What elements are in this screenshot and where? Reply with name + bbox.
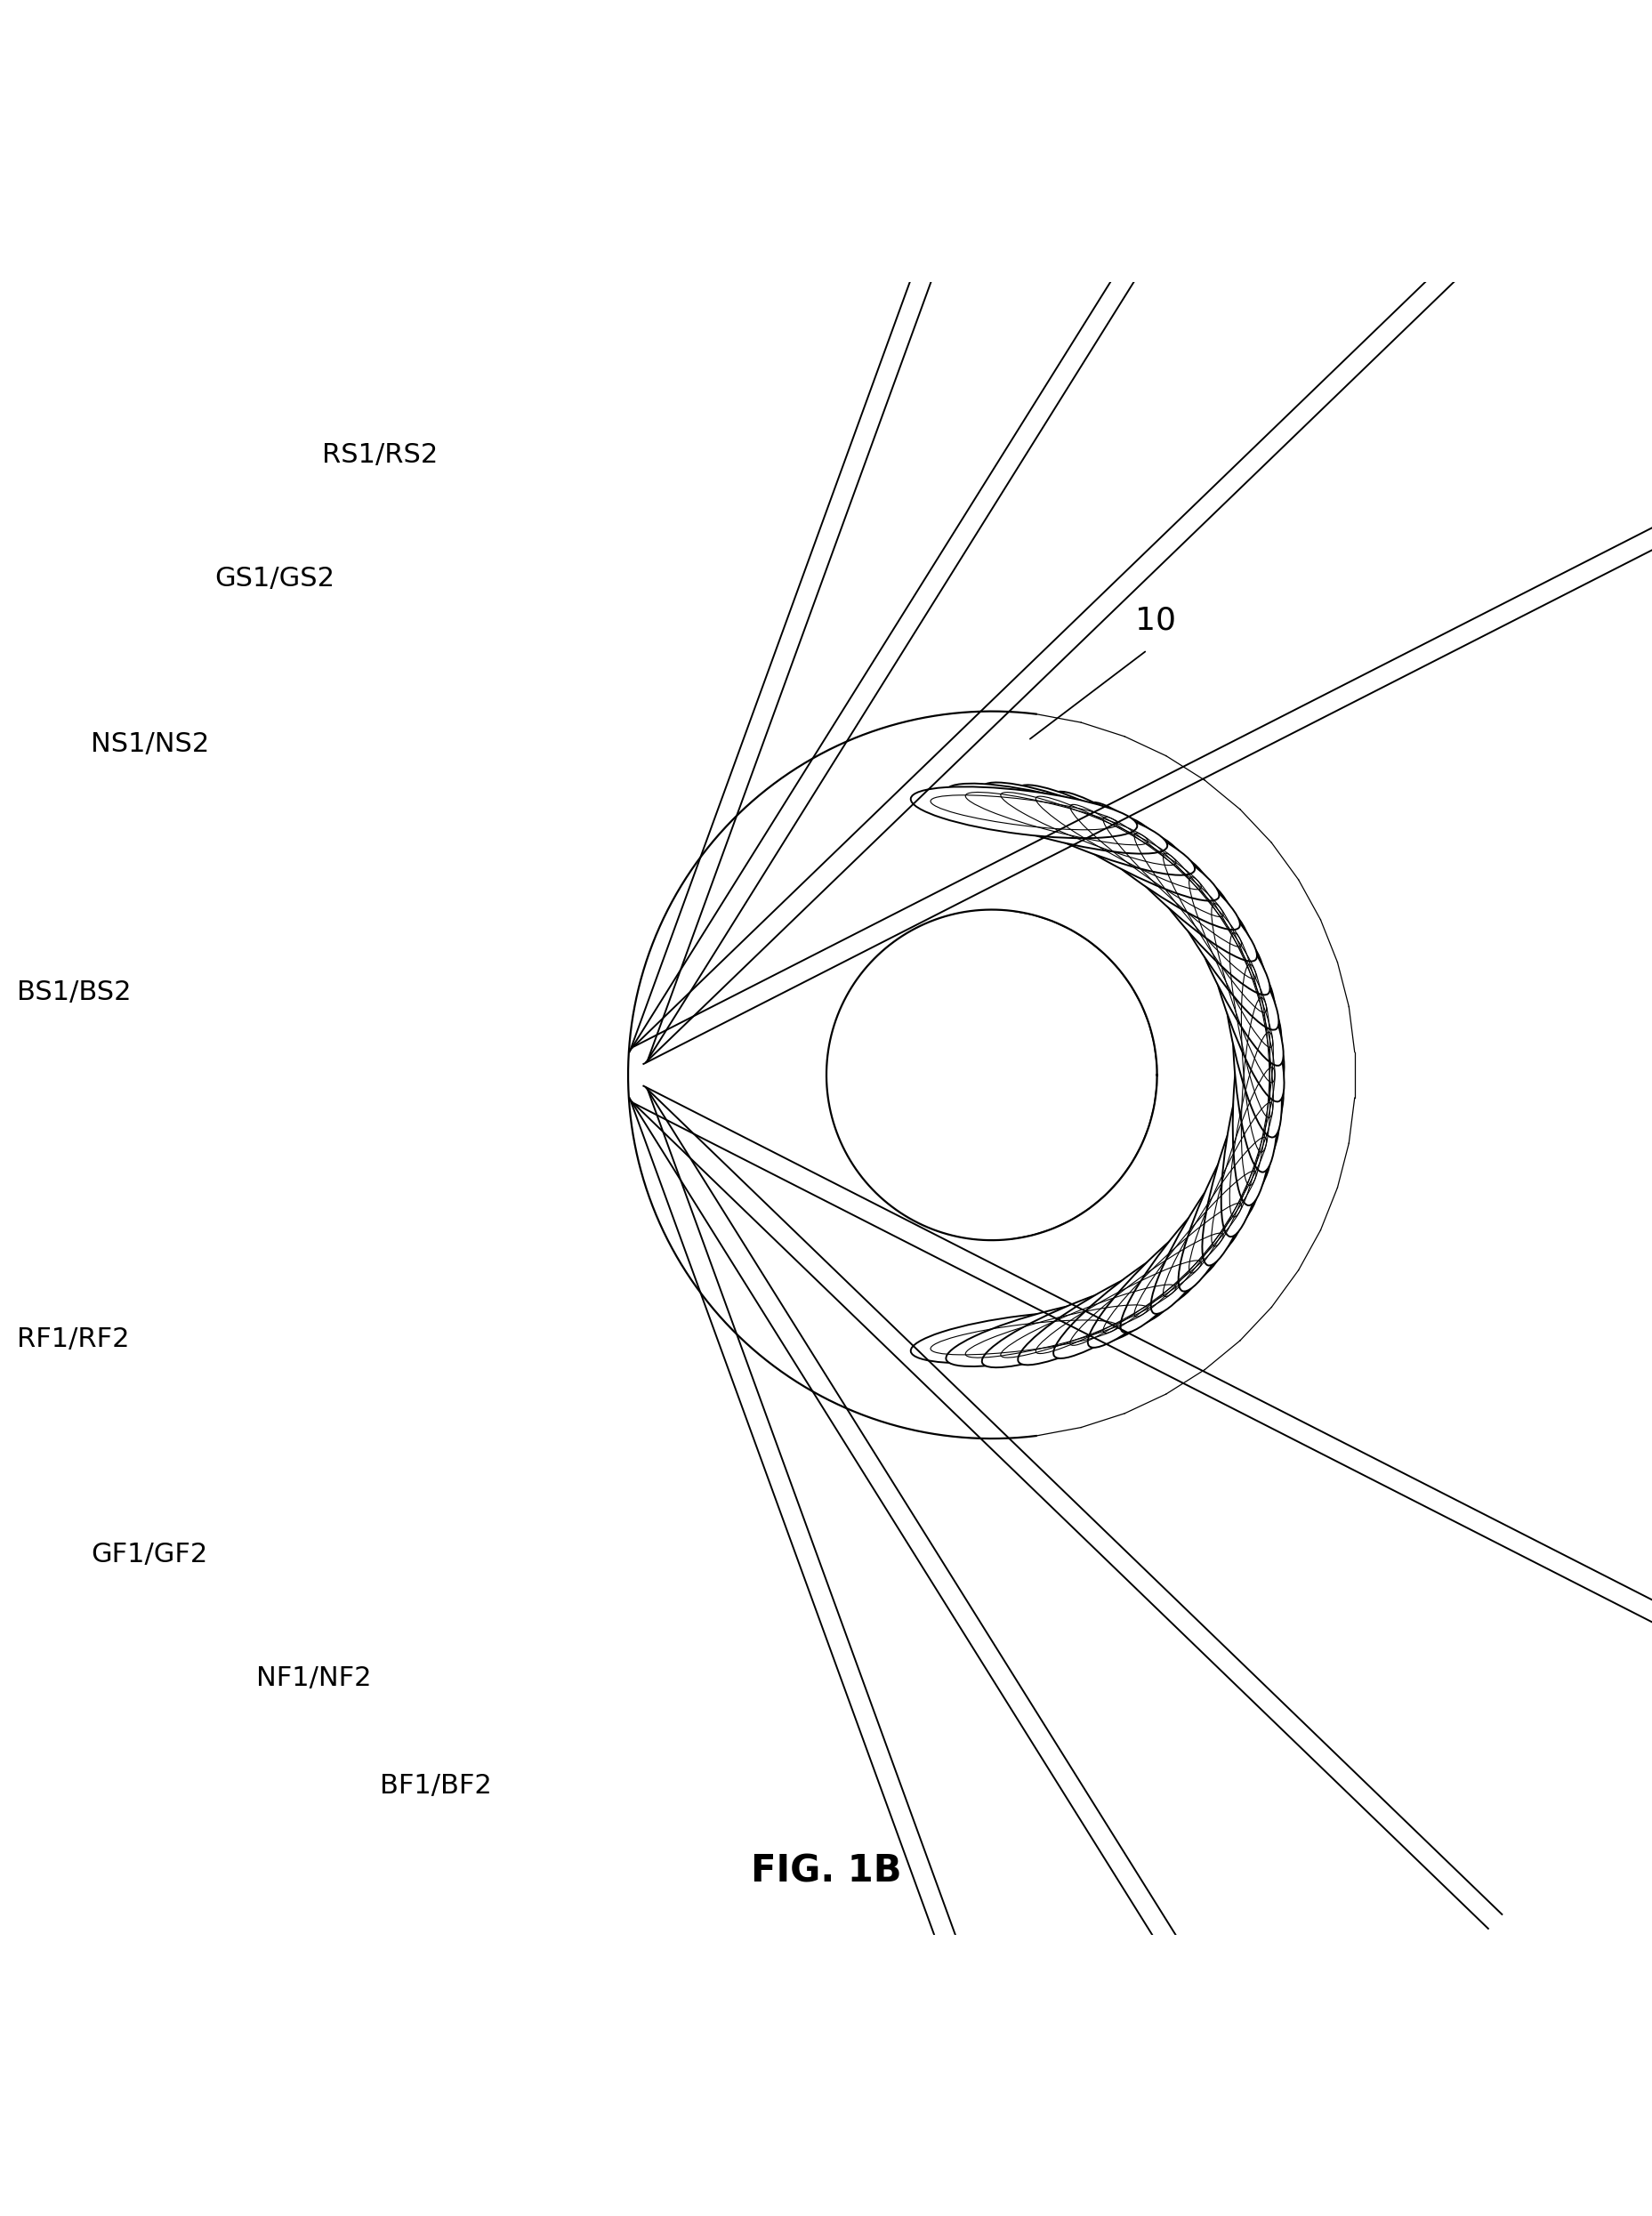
- Ellipse shape: [1018, 1250, 1219, 1365]
- Text: 10: 10: [1135, 605, 1175, 636]
- Ellipse shape: [1150, 1119, 1279, 1314]
- Ellipse shape: [981, 1274, 1194, 1367]
- Ellipse shape: [1087, 802, 1256, 962]
- Ellipse shape: [1232, 944, 1279, 1172]
- Ellipse shape: [1087, 1188, 1256, 1347]
- Ellipse shape: [910, 787, 1137, 838]
- Ellipse shape: [1221, 913, 1280, 1137]
- Text: NS1/NS2: NS1/NS2: [91, 731, 210, 758]
- Ellipse shape: [1052, 1221, 1239, 1358]
- Text: BS1/BS2: BS1/BS2: [17, 979, 131, 1006]
- Ellipse shape: [945, 1296, 1166, 1367]
- Text: RF1/RF2: RF1/RF2: [17, 1327, 129, 1352]
- Ellipse shape: [981, 782, 1194, 875]
- Ellipse shape: [1201, 884, 1284, 1101]
- Ellipse shape: [1018, 784, 1219, 902]
- Ellipse shape: [1120, 1155, 1269, 1332]
- Text: RS1/RS2: RS1/RS2: [322, 443, 438, 468]
- Text: GS1/GS2: GS1/GS2: [215, 565, 335, 592]
- Ellipse shape: [945, 784, 1166, 853]
- Ellipse shape: [1178, 858, 1282, 1066]
- Text: GF1/GF2: GF1/GF2: [91, 1542, 208, 1567]
- Ellipse shape: [1232, 977, 1279, 1206]
- Ellipse shape: [1150, 835, 1279, 1030]
- Ellipse shape: [1221, 1013, 1280, 1237]
- Ellipse shape: [1178, 1084, 1282, 1292]
- Ellipse shape: [1201, 1048, 1284, 1265]
- Text: FIG. 1B: FIG. 1B: [750, 1853, 902, 1890]
- Ellipse shape: [1120, 818, 1269, 995]
- Text: BF1/BF2: BF1/BF2: [380, 1773, 492, 1799]
- Ellipse shape: [1052, 791, 1239, 931]
- Text: NF1/NF2: NF1/NF2: [256, 1666, 372, 1691]
- Ellipse shape: [910, 1312, 1137, 1363]
